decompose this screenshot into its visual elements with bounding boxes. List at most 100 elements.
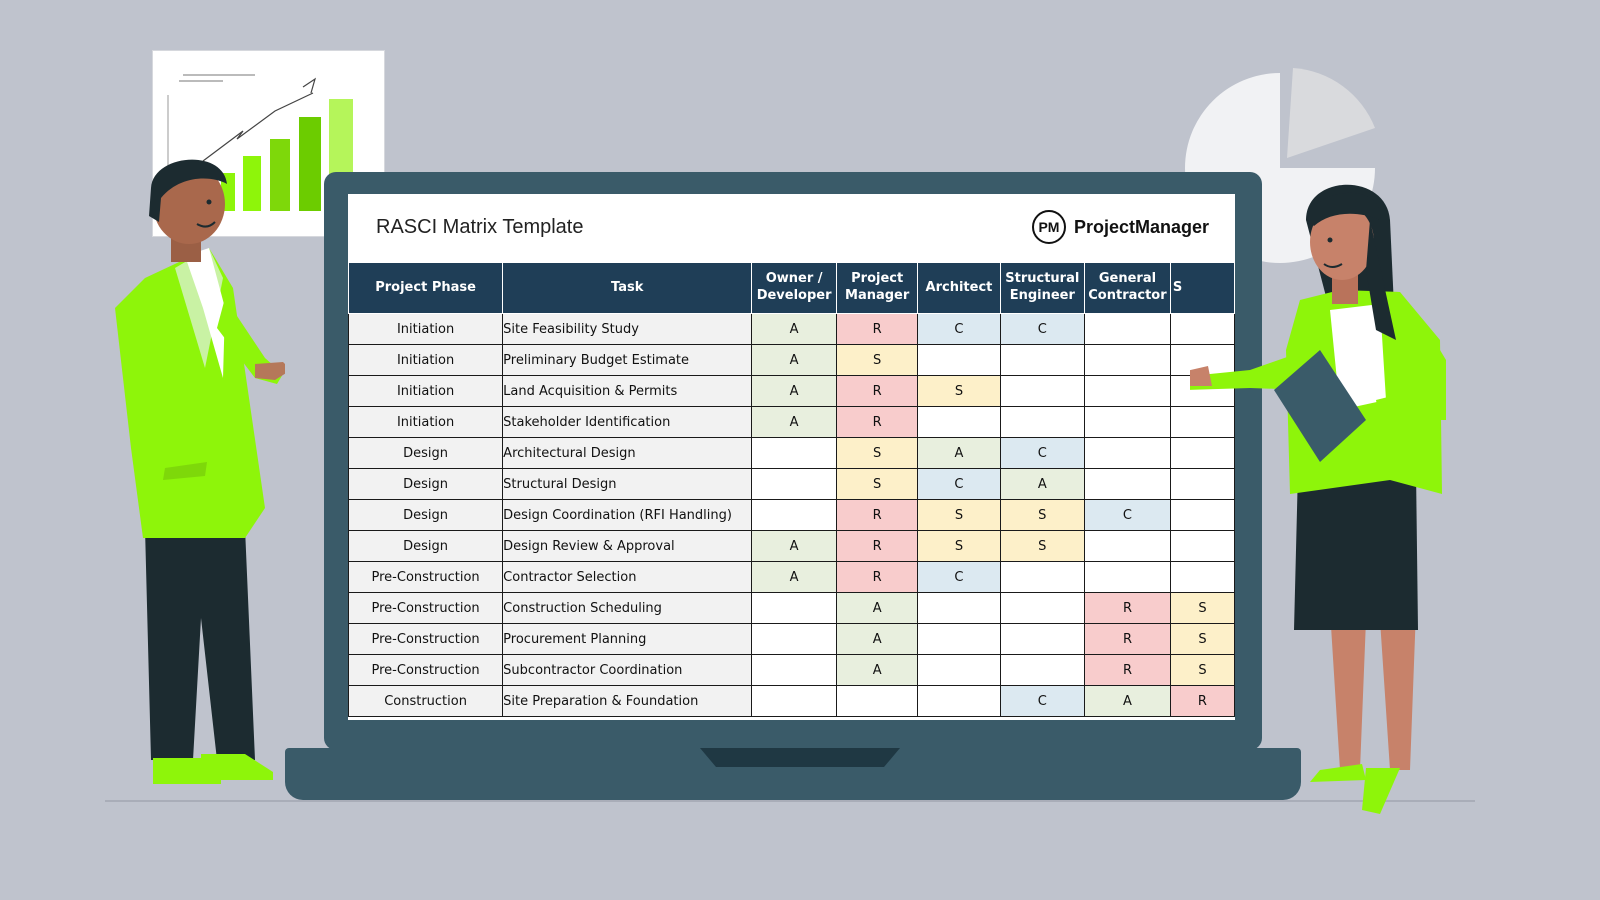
role-cell[interactable]: R <box>835 530 919 562</box>
role-cell[interactable]: S <box>917 530 1001 562</box>
task-cell[interactable]: Structural Design <box>502 468 753 500</box>
role-cell[interactable]: S <box>1169 654 1235 686</box>
role-cell[interactable] <box>917 623 1001 655</box>
role-cell[interactable]: C <box>999 437 1086 469</box>
role-cell[interactable] <box>1084 313 1171 345</box>
role-cell[interactable] <box>917 406 1001 438</box>
role-cell[interactable] <box>751 623 837 655</box>
role-cell[interactable]: A <box>999 468 1086 500</box>
role-cell[interactable]: S <box>917 499 1001 531</box>
role-cell[interactable] <box>1084 437 1171 469</box>
header-task[interactable]: Task <box>502 262 753 314</box>
phase-cell[interactable]: Design <box>348 468 504 500</box>
header-architect[interactable]: Architect <box>917 262 1001 314</box>
role-cell[interactable] <box>999 623 1086 655</box>
role-cell[interactable]: A <box>835 623 919 655</box>
role-cell[interactable]: C <box>917 468 1001 500</box>
role-cell[interactable] <box>1084 468 1171 500</box>
role-cell[interactable] <box>1169 561 1235 593</box>
role-cell[interactable]: S <box>1169 592 1235 624</box>
role-cell[interactable]: R <box>835 499 919 531</box>
role-cell[interactable]: C <box>1084 499 1171 531</box>
task-cell[interactable]: Procurement Planning <box>502 623 753 655</box>
header-project-manager[interactable]: Project Manager <box>835 262 919 314</box>
role-cell[interactable]: A <box>835 592 919 624</box>
phase-cell[interactable]: Design <box>348 499 504 531</box>
task-cell[interactable]: Site Preparation & Foundation <box>502 685 753 717</box>
phase-cell[interactable]: Pre-Construction <box>348 654 504 686</box>
role-cell[interactable] <box>917 685 1001 717</box>
task-cell[interactable]: Preliminary Budget Estimate <box>502 344 753 376</box>
role-cell[interactable]: S <box>999 499 1086 531</box>
phase-cell[interactable]: Pre-Construction <box>348 623 504 655</box>
phase-cell[interactable]: Initiation <box>348 344 504 376</box>
role-cell[interactable]: A <box>917 437 1001 469</box>
phase-cell[interactable]: Pre-Construction <box>348 592 504 624</box>
role-cell[interactable] <box>999 654 1086 686</box>
role-cell[interactable]: S <box>835 344 919 376</box>
role-cell[interactable]: C <box>917 313 1001 345</box>
task-cell[interactable]: Construction Scheduling <box>502 592 753 624</box>
phase-cell[interactable]: Construction <box>348 685 504 717</box>
role-cell[interactable] <box>1169 313 1235 345</box>
phase-cell[interactable]: Pre-Construction <box>348 561 504 593</box>
role-cell[interactable]: R <box>835 406 919 438</box>
role-cell[interactable]: R <box>835 561 919 593</box>
role-cell[interactable]: R <box>1169 685 1235 717</box>
role-cell[interactable]: S <box>1169 623 1235 655</box>
role-cell[interactable]: A <box>751 344 837 376</box>
role-cell[interactable]: S <box>999 530 1086 562</box>
role-cell[interactable] <box>835 685 919 717</box>
role-cell[interactable]: C <box>999 685 1086 717</box>
role-cell[interactable] <box>751 592 837 624</box>
role-cell[interactable]: A <box>751 313 837 345</box>
header-owner-developer[interactable]: Owner / Developer <box>751 262 837 314</box>
role-cell[interactable]: C <box>999 313 1086 345</box>
role-cell[interactable] <box>1084 406 1171 438</box>
role-cell[interactable] <box>999 375 1086 407</box>
role-cell[interactable] <box>917 654 1001 686</box>
role-cell[interactable] <box>999 406 1086 438</box>
role-cell[interactable]: R <box>1084 654 1171 686</box>
role-cell[interactable] <box>1169 406 1235 438</box>
role-cell[interactable] <box>1084 530 1171 562</box>
role-cell[interactable]: A <box>835 654 919 686</box>
role-cell[interactable]: A <box>1084 685 1171 717</box>
task-cell[interactable]: Subcontractor Coordination <box>502 654 753 686</box>
header-structural-engineer[interactable]: Structural Engineer <box>999 262 1086 314</box>
role-cell[interactable]: A <box>751 375 837 407</box>
task-cell[interactable]: Design Review & Approval <box>502 530 753 562</box>
role-cell[interactable]: C <box>917 561 1001 593</box>
phase-cell[interactable]: Initiation <box>348 313 504 345</box>
role-cell[interactable] <box>751 468 837 500</box>
role-cell[interactable] <box>999 592 1086 624</box>
role-cell[interactable] <box>751 499 837 531</box>
role-cell[interactable] <box>917 344 1001 376</box>
role-cell[interactable] <box>1169 468 1235 500</box>
role-cell[interactable] <box>751 437 837 469</box>
header-truncated-column[interactable]: S <box>1169 262 1235 314</box>
role-cell[interactable]: S <box>835 437 919 469</box>
role-cell[interactable] <box>999 344 1086 376</box>
role-cell[interactable]: R <box>1084 592 1171 624</box>
role-cell[interactable]: A <box>751 406 837 438</box>
role-cell[interactable]: S <box>917 375 1001 407</box>
role-cell[interactable] <box>917 592 1001 624</box>
phase-cell[interactable]: Initiation <box>348 375 504 407</box>
phase-cell[interactable]: Initiation <box>348 406 504 438</box>
role-cell[interactable] <box>1169 530 1235 562</box>
header-general-contractor[interactable]: General Contractor <box>1084 262 1171 314</box>
role-cell[interactable] <box>1169 437 1235 469</box>
task-cell[interactable]: Design Coordination (RFI Handling) <box>502 499 753 531</box>
role-cell[interactable] <box>1084 344 1171 376</box>
role-cell[interactable] <box>999 561 1086 593</box>
role-cell[interactable]: A <box>751 561 837 593</box>
role-cell[interactable] <box>1084 375 1171 407</box>
role-cell[interactable]: R <box>835 313 919 345</box>
task-cell[interactable]: Stakeholder Identification <box>502 406 753 438</box>
task-cell[interactable]: Site Feasibility Study <box>502 313 753 345</box>
role-cell[interactable]: S <box>835 468 919 500</box>
role-cell[interactable]: A <box>751 530 837 562</box>
header-project-phase[interactable]: Project Phase <box>348 262 504 314</box>
role-cell[interactable] <box>751 654 837 686</box>
